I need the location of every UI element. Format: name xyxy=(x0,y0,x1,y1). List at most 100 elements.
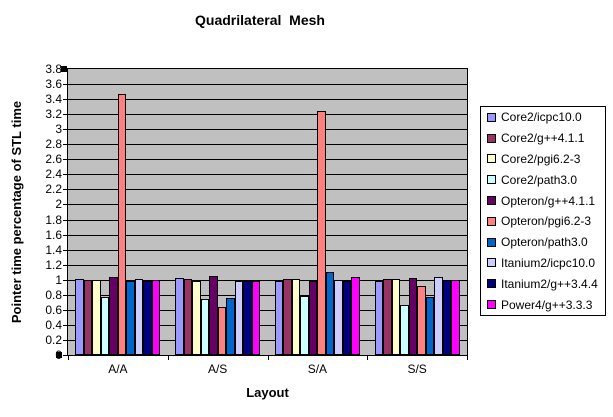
y-tick-label: 1.4 xyxy=(45,243,62,257)
bar[interactable] xyxy=(300,296,309,355)
legend-item[interactable]: Core2/path3.0 xyxy=(481,169,605,190)
y-tick-label: 3.4 xyxy=(45,92,62,106)
bar[interactable] xyxy=(374,280,384,355)
bar[interactable] xyxy=(383,278,392,355)
bar[interactable] xyxy=(100,297,110,355)
bar[interactable] xyxy=(75,278,84,355)
y-tick-label: 1.8 xyxy=(45,213,62,227)
gridline xyxy=(68,250,467,251)
legend-item[interactable]: Opteron/g++4.1.1 xyxy=(481,190,605,211)
bar[interactable] xyxy=(183,278,193,355)
legend-item[interactable]: Itanium2/icpc10.0 xyxy=(481,253,605,274)
bar[interactable] xyxy=(425,297,435,355)
bar[interactable] xyxy=(200,299,210,355)
legend-key-icon xyxy=(487,196,496,206)
bar[interactable] xyxy=(192,280,201,355)
legend-item[interactable]: Power4/g++3.3.3 xyxy=(481,294,605,315)
gridline xyxy=(68,159,467,160)
bar[interactable] xyxy=(283,278,292,355)
x-axis-title: Layout xyxy=(246,385,289,400)
legend-key-icon xyxy=(487,112,496,122)
bar[interactable] xyxy=(126,281,135,355)
y-tick-label: 3.8 xyxy=(45,62,62,76)
bar[interactable] xyxy=(325,272,335,355)
gridline xyxy=(68,280,467,281)
bar[interactable] xyxy=(417,285,426,355)
bar[interactable] xyxy=(134,278,144,355)
bar[interactable] xyxy=(451,279,460,355)
y-tick-label: 2.8 xyxy=(45,137,62,151)
y-tick-label: 2.6 xyxy=(45,152,62,166)
y-tick-mark xyxy=(63,189,67,190)
y-tick-label: 3.2 xyxy=(45,107,62,121)
legend-label: Itanium2/g++3.4.4 xyxy=(501,276,598,291)
x-tick-label: S/A xyxy=(307,362,328,376)
legend-item[interactable]: Itanium2/g++3.4.4 xyxy=(481,273,605,294)
bar[interactable] xyxy=(109,276,118,355)
y-tick-mark xyxy=(63,174,67,175)
bar[interactable] xyxy=(226,297,235,355)
bar[interactable] xyxy=(442,279,452,355)
y-tick-mark xyxy=(63,129,67,130)
bar[interactable] xyxy=(400,304,409,355)
y-tick-mark xyxy=(63,310,67,311)
y-tick-label: 0.6 xyxy=(45,303,62,317)
chart-title: Quadrilateral Mesh xyxy=(195,12,325,28)
bar[interactable] xyxy=(334,279,343,355)
x-tick-mark xyxy=(168,356,169,360)
bar[interactable] xyxy=(434,277,443,355)
y-tick-mark xyxy=(63,325,67,326)
legend-label: Core2/g++4.1.1 xyxy=(501,131,585,146)
legend-key-icon xyxy=(487,175,496,185)
legend-label: Power4/g++3.3.3 xyxy=(501,297,593,312)
bar[interactable] xyxy=(209,275,218,355)
bar[interactable] xyxy=(351,276,360,355)
legend-item[interactable]: Opteron/path3.0 xyxy=(481,232,605,253)
legend-item[interactable]: Core2/pgi6.2-3 xyxy=(481,149,605,170)
bar[interactable] xyxy=(217,306,227,355)
gridline xyxy=(68,174,467,175)
y-tick-mark xyxy=(63,355,67,356)
bar[interactable] xyxy=(342,281,352,355)
y-tick-label: 0.2 xyxy=(45,333,62,347)
bar[interactable] xyxy=(243,280,252,355)
bar[interactable] xyxy=(274,280,284,355)
y-tick-label: 2.4 xyxy=(45,167,62,181)
y-tick-mark xyxy=(63,280,67,281)
gridline xyxy=(68,235,467,236)
bar[interactable] xyxy=(408,278,418,355)
bar[interactable] xyxy=(143,280,152,355)
legend-key-icon xyxy=(487,237,496,247)
bar[interactable] xyxy=(308,280,318,355)
y-tick-mark xyxy=(63,144,67,145)
axis-selection-handle-bottom[interactable] xyxy=(56,352,62,358)
bar[interactable] xyxy=(317,111,326,355)
y-tick-mark xyxy=(63,265,67,266)
bar[interactable] xyxy=(83,279,93,355)
bar[interactable] xyxy=(175,278,184,355)
bar[interactable] xyxy=(151,279,161,355)
bar[interactable] xyxy=(291,278,301,355)
plot-area xyxy=(67,68,468,356)
gridline xyxy=(68,295,467,296)
legend-item[interactable]: Core2/g++4.1.1 xyxy=(481,128,605,149)
legend-label: Core2/icpc10.0 xyxy=(501,110,582,125)
legend-item[interactable]: Opteron/pgi6.2-3 xyxy=(481,211,605,232)
bar[interactable] xyxy=(117,93,127,355)
legend-key-icon xyxy=(487,133,496,143)
bar[interactable] xyxy=(92,279,101,355)
y-tick-label: 1.6 xyxy=(45,228,62,242)
legend-item[interactable]: Core2/icpc10.0 xyxy=(481,107,605,128)
bar[interactable] xyxy=(391,278,401,355)
gridline xyxy=(68,220,467,221)
bar[interactable] xyxy=(234,280,244,355)
bar[interactable] xyxy=(251,280,261,355)
y-tick-label: 0 xyxy=(55,348,62,362)
gridline xyxy=(68,265,467,266)
legend-key-icon xyxy=(487,279,496,289)
y-tick-mark xyxy=(63,159,67,160)
legend-key-icon xyxy=(487,216,496,226)
legend-label: Opteron/pgi6.2-3 xyxy=(501,214,592,229)
legend-key-icon xyxy=(487,258,496,268)
y-tick-mark xyxy=(63,114,67,115)
